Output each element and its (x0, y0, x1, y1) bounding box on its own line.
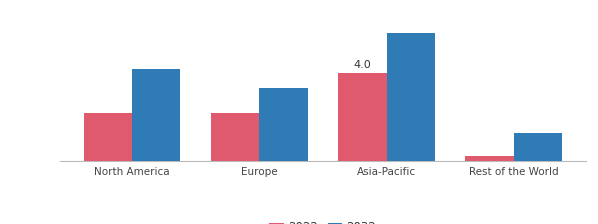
Text: 4.0: 4.0 (353, 60, 371, 70)
Bar (84, 113, 132, 161)
Bar (514, 133, 562, 161)
Legend: 2022, 2032: 2022, 2032 (265, 217, 381, 224)
Bar (338, 73, 386, 161)
Bar (465, 156, 514, 161)
Bar (260, 88, 307, 161)
Bar (211, 113, 260, 161)
Bar (132, 69, 181, 161)
Bar (386, 33, 435, 161)
